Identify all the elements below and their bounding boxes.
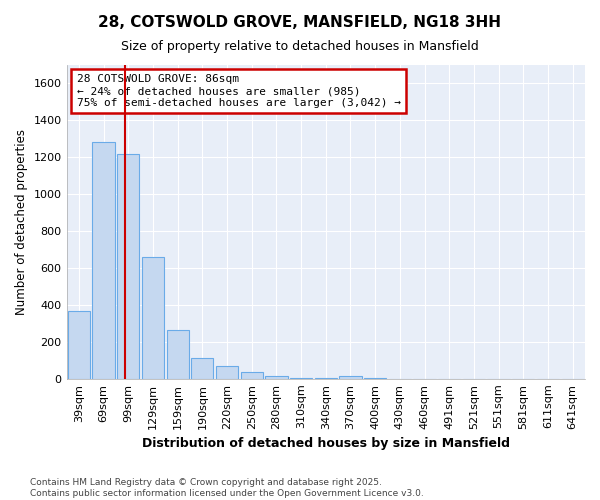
Bar [142, 257, 164, 379]
Bar [191, 358, 214, 379]
Bar [167, 330, 189, 379]
Bar [117, 154, 139, 379]
Text: Size of property relative to detached houses in Mansfield: Size of property relative to detached ho… [121, 40, 479, 53]
X-axis label: Distribution of detached houses by size in Mansfield: Distribution of detached houses by size … [142, 437, 510, 450]
Bar [92, 142, 115, 379]
Bar [68, 310, 90, 379]
Text: 28, COTSWOLD GROVE, MANSFIELD, NG18 3HH: 28, COTSWOLD GROVE, MANSFIELD, NG18 3HH [98, 15, 502, 30]
Bar [290, 378, 312, 379]
Bar [216, 366, 238, 379]
Text: Contains HM Land Registry data © Crown copyright and database right 2025.
Contai: Contains HM Land Registry data © Crown c… [30, 478, 424, 498]
Bar [340, 376, 362, 379]
Y-axis label: Number of detached properties: Number of detached properties [15, 129, 28, 315]
Text: 28 COTSWOLD GROVE: 86sqm
← 24% of detached houses are smaller (985)
75% of semi-: 28 COTSWOLD GROVE: 86sqm ← 24% of detach… [77, 74, 401, 108]
Bar [265, 376, 287, 379]
Bar [241, 372, 263, 379]
